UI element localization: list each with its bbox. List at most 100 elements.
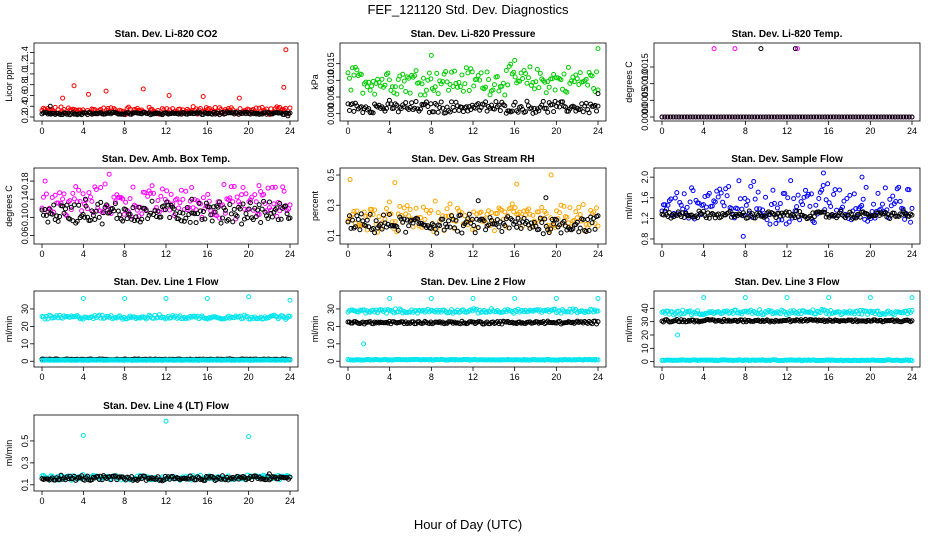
data-point-outlier: [794, 46, 800, 52]
data-point: [592, 102, 598, 108]
y-axis-label: ml/min: [4, 440, 14, 467]
data-point: [768, 201, 774, 207]
data-point: [667, 114, 673, 120]
data-point: [221, 182, 227, 188]
y-tick-label: 0.0005: [640, 87, 650, 115]
data-point: [93, 186, 99, 192]
data-point: [712, 114, 718, 120]
data-point: [434, 102, 440, 108]
data-point: [703, 204, 709, 210]
data-point: [469, 69, 475, 75]
data-point: [435, 109, 441, 115]
data-point: [794, 114, 800, 120]
data-point: [117, 212, 123, 218]
x-tick-label: 4: [701, 249, 706, 259]
data-point: [222, 210, 228, 216]
data-point-outlier: [122, 295, 128, 301]
data-point: [799, 114, 805, 120]
data-point: [61, 210, 67, 216]
data-point: [395, 109, 401, 115]
data-point: [452, 68, 458, 74]
data-point: [554, 217, 560, 223]
plot-frame: [33, 290, 299, 368]
data-point: [351, 208, 357, 214]
y-axis-label: ml/min: [624, 193, 634, 220]
data-point: [432, 84, 438, 90]
data-point: [466, 88, 472, 94]
x-tick-label: 0: [345, 372, 350, 382]
data-point: [724, 193, 730, 199]
data-point: [811, 220, 817, 226]
x-tick-label: 4: [81, 496, 86, 506]
data-point: [802, 114, 808, 120]
data-point: [496, 224, 502, 230]
data-point: [475, 72, 481, 78]
y-tick-label: 1.2: [640, 212, 650, 225]
y-tick-label: 0.0000: [640, 103, 650, 131]
data-point: [437, 223, 443, 229]
data-point: [518, 225, 524, 231]
data-point: [124, 216, 130, 222]
data-point: [512, 219, 518, 225]
data-point: [73, 184, 79, 190]
data-point: [83, 203, 89, 209]
data-point: [136, 213, 142, 219]
x-tick-label: 20: [865, 249, 875, 259]
x-tick-label: 16: [202, 496, 212, 506]
data-point: [389, 84, 395, 90]
x-tick-label: 12: [161, 372, 171, 382]
data-point: [517, 78, 523, 84]
data-point-outlier: [595, 91, 601, 97]
data-point: [690, 114, 696, 120]
data-point: [136, 204, 142, 210]
data-point: [738, 114, 744, 120]
data-point: [574, 219, 580, 225]
data-point: [152, 208, 158, 214]
data-point: [491, 228, 497, 234]
data-point: [791, 114, 797, 120]
data-point: [819, 114, 825, 120]
data-point: [184, 205, 190, 211]
panel-2: Stan. Dev. Li-820 Pressure 0 4 8 12 16 20 24 0.0…: [310, 29, 607, 136]
data-point: [40, 212, 46, 218]
y-tick-label: 0.8: [20, 78, 30, 91]
data-point: [672, 195, 678, 201]
data-point: [687, 199, 693, 205]
x-tick-label: 12: [782, 249, 792, 259]
data-point: [808, 191, 814, 197]
data-point: [737, 196, 743, 202]
data-point: [517, 209, 523, 215]
data-point: [159, 186, 165, 192]
data-point: [422, 216, 428, 222]
data-point: [413, 99, 419, 105]
data-point: [743, 202, 749, 208]
data-point-outlier: [470, 295, 476, 301]
data-point: [253, 105, 259, 111]
data-point: [488, 210, 494, 216]
x-tick-label: 4: [701, 372, 706, 382]
data-point-outlier: [548, 172, 554, 178]
data-point: [57, 476, 63, 482]
data-point: [287, 202, 293, 208]
y-axis-label: Licor ppm: [4, 62, 14, 102]
y-tick-label: 1.2: [20, 57, 30, 70]
data-point: [202, 216, 208, 222]
data-point: [564, 89, 570, 95]
y-tick-label: 1.6: [640, 191, 650, 204]
data-point: [425, 103, 431, 109]
data-point: [274, 205, 280, 211]
y-tick-label: 30: [326, 304, 336, 314]
data-point: [577, 106, 583, 112]
data-point: [534, 66, 540, 72]
data-point: [246, 206, 252, 212]
x-tick-label: 24: [285, 372, 295, 382]
data-point: [745, 215, 751, 221]
data-point: [231, 206, 237, 212]
data-point: [545, 109, 551, 115]
data-point: [595, 308, 601, 314]
data-point: [422, 92, 428, 98]
data-point: [227, 201, 233, 207]
data-point: [752, 196, 758, 202]
y-tick-label: 0.3: [326, 199, 336, 212]
data-point: [428, 208, 434, 214]
